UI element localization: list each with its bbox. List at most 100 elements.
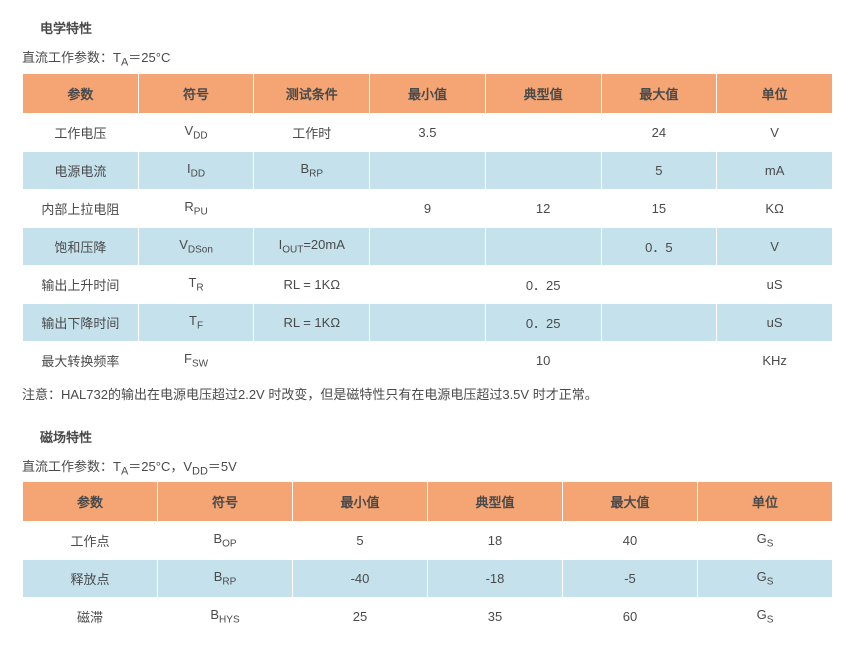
table-cell (601, 265, 717, 303)
table-cell: uS (717, 265, 833, 303)
magnetic-title: 磁场特性 (40, 427, 833, 446)
table-cell (601, 303, 717, 341)
table-cell: FSW (138, 341, 254, 379)
magnetic-table: 参数符号最小值典型值最大值单位 工作点BOP51840GS释放点BRP-40-1… (22, 481, 833, 636)
table-cell: 最大转换频率 (23, 341, 139, 379)
table-cell (370, 227, 486, 265)
subtitle2-prefix: 直流工作参数：T (22, 459, 121, 474)
table-cell (370, 303, 486, 341)
table-cell: BOP (158, 522, 293, 560)
table-cell (254, 189, 370, 227)
table-cell: IDD (138, 151, 254, 189)
table-cell: GS (698, 598, 833, 636)
table-cell: V (717, 227, 833, 265)
column-header: 最大值 (563, 482, 698, 522)
table-cell (485, 227, 601, 265)
table-row: 工作点BOP51840GS (23, 522, 833, 560)
column-header: 符号 (138, 73, 254, 113)
table-cell: 0．25 (485, 303, 601, 341)
table-row: 内部上拉电阻RPU 91215KΩ (23, 189, 833, 227)
table-cell: KHz (717, 341, 833, 379)
column-header: 典型值 (485, 73, 601, 113)
table-cell: 18 (428, 522, 563, 560)
subtitle-suffix: ＝25°C (128, 50, 170, 65)
column-header: 单位 (698, 482, 833, 522)
table-cell: 输出上升时间 (23, 265, 139, 303)
table-cell: 工作电压 (23, 113, 139, 151)
subtitle-prefix: 直流工作参数：T (22, 50, 121, 65)
table-cell: KΩ (717, 189, 833, 227)
table-cell: 释放点 (23, 560, 158, 598)
table-row: 输出上升时间TRRL = 1KΩ 0．25 uS (23, 265, 833, 303)
table-cell: 9 (370, 189, 486, 227)
table-cell: 24 (601, 113, 717, 151)
table-cell: 5 (293, 522, 428, 560)
table-cell: 内部上拉电阻 (23, 189, 139, 227)
table-cell: 工作时 (254, 113, 370, 151)
table-cell: 3.5 (370, 113, 486, 151)
table-cell: 25 (293, 598, 428, 636)
table-cell (370, 341, 486, 379)
electrical-title: 电学特性 (40, 18, 833, 37)
table-cell: RL = 1KΩ (254, 265, 370, 303)
table-cell: 35 (428, 598, 563, 636)
table-cell: 15 (601, 189, 717, 227)
table-cell: GS (698, 522, 833, 560)
table-cell: 输出下降时间 (23, 303, 139, 341)
table-cell: -40 (293, 560, 428, 598)
table-row: 磁滞BHYS253560GS (23, 598, 833, 636)
column-header: 单位 (717, 73, 833, 113)
table-cell: -5 (563, 560, 698, 598)
column-header: 最大值 (601, 73, 717, 113)
table-cell (370, 265, 486, 303)
electrical-subtitle: 直流工作参数：TA＝25°C (22, 47, 833, 69)
table-cell: BRP (254, 151, 370, 189)
table-cell (254, 341, 370, 379)
table-cell (601, 341, 717, 379)
table-cell: V (717, 113, 833, 151)
magnetic-subtitle: 直流工作参数：TA＝25°C，VDD＝5V (22, 456, 833, 478)
table-cell (485, 113, 601, 151)
column-header: 参数 (23, 73, 139, 113)
table-cell: TF (138, 303, 254, 341)
table-cell (485, 151, 601, 189)
table-cell: VDD (138, 113, 254, 151)
column-header: 最小值 (293, 482, 428, 522)
table-cell (370, 151, 486, 189)
column-header: 最小值 (370, 73, 486, 113)
table-cell: VDSon (138, 227, 254, 265)
subtitle2-suffix: ＝5V (208, 459, 237, 474)
subtitle2-mid: ＝25°C，V (128, 459, 192, 474)
table-cell: uS (717, 303, 833, 341)
table-cell: TR (138, 265, 254, 303)
table-cell: -18 (428, 560, 563, 598)
table-cell: 5 (601, 151, 717, 189)
table-row: 输出下降时间TFRL = 1KΩ 0．25 uS (23, 303, 833, 341)
table-cell: GS (698, 560, 833, 598)
table-cell: 电源电流 (23, 151, 139, 189)
table-cell: RPU (138, 189, 254, 227)
table-row: 最大转换频率FSW10KHz (23, 341, 833, 379)
column-header: 测试条件 (254, 73, 370, 113)
table-cell: 60 (563, 598, 698, 636)
subtitle2-sub2: DD (192, 465, 208, 477)
table-cell: BRP (158, 560, 293, 598)
table-header-row: 参数符号测试条件最小值典型值最大值单位 (23, 73, 833, 113)
table-cell: mA (717, 151, 833, 189)
column-header: 典型值 (428, 482, 563, 522)
table-cell: 0．25 (485, 265, 601, 303)
table-cell: 12 (485, 189, 601, 227)
table-header-row: 参数符号最小值典型值最大值单位 (23, 482, 833, 522)
table-cell: 工作点 (23, 522, 158, 560)
table-row: 释放点BRP-40-18-5GS (23, 560, 833, 598)
table-row: 电源电流IDDBRP 5mA (23, 151, 833, 189)
column-header: 符号 (158, 482, 293, 522)
table-cell: IOUT=20mA (254, 227, 370, 265)
table-cell: 饱和压降 (23, 227, 139, 265)
table-cell: RL = 1KΩ (254, 303, 370, 341)
table-cell: 磁滞 (23, 598, 158, 636)
table-cell: 40 (563, 522, 698, 560)
table-cell: 0．5 (601, 227, 717, 265)
column-header: 参数 (23, 482, 158, 522)
electrical-note: 注意：HAL732的输出在电源电压超过2.2V 时改变，但是磁特性只有在电源电压… (22, 384, 833, 403)
